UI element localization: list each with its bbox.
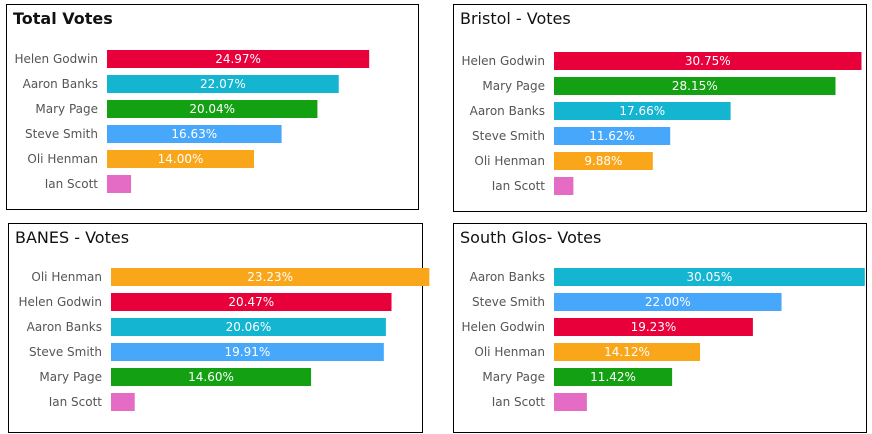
bar-ian-scott[interactable] [554,393,587,411]
chart-title: Bristol - Votes [460,9,571,28]
category-label-helen-godwin: Helen Godwin [461,54,545,68]
data-label-oli-henman: 14.00% [158,152,204,166]
chart-title: South Glos- Votes [460,228,602,247]
banes-votes-chart: Oli Henman 23.23% Helen Godwin 20.47% Aaron … [18,268,430,411]
bar-steve-smith[interactable] [111,343,384,361]
category-label-ian-scott: Ian Scott [45,177,99,191]
category-label-helen-godwin: Helen Godwin [14,52,98,66]
category-label-aaron-banks: Aaron Banks [23,77,98,91]
chart-title: BANES - Votes [15,228,130,247]
data-label-steve-smith: 22.00% [645,295,691,309]
bar-helen-godwin[interactable] [554,52,862,70]
category-label-mary-page: Mary Page [482,79,545,93]
category-label-steve-smith: Steve Smith [472,295,545,309]
bar-steve-smith[interactable] [554,293,782,311]
category-label-steve-smith: Steve Smith [472,129,545,143]
data-label-helen-godwin: 19.23% [631,320,677,334]
category-label-mary-page: Mary Page [39,370,102,384]
bar-aaron-banks[interactable] [554,102,731,120]
data-label-steve-smith: 11.62% [589,129,635,143]
category-label-oli-henman: Oli Henman [474,345,545,359]
category-label-helen-godwin: Helen Godwin [461,320,545,334]
bar-oli-henman[interactable] [107,150,254,168]
south-glos-votes-panel: South Glos- Votes Aaron Banks 30.05% Steve… [453,223,867,433]
category-label-ian-scott: Ian Scott [492,179,546,193]
bar-steve-smith[interactable] [554,127,671,145]
bar-aaron-banks[interactable] [111,318,386,336]
total-votes-chart: Helen Godwin 24.97% Aaron Banks 22.07% Mary … [14,50,370,193]
data-label-aaron-banks: 17.66% [619,104,665,118]
bristol-votes-panel: Bristol - Votes Helen Godwin 30.75% Mary P… [453,4,867,212]
data-label-oli-henman: 14.12% [604,345,650,359]
category-label-oli-henman: Oli Henman [474,154,545,168]
bar-ian-scott[interactable] [111,393,135,411]
bar-helen-godwin[interactable] [554,318,753,336]
banes-votes-panel: BANES - Votes Oli Henman 23.23% Helen Godw… [8,223,430,433]
bar-mary-page[interactable] [554,368,673,386]
data-label-steve-smith: 19.91% [225,345,271,359]
bar-ian-scott[interactable] [554,177,574,195]
category-label-steve-smith: Steve Smith [25,127,98,141]
category-label-ian-scott: Ian Scott [49,395,103,409]
bar-helen-godwin[interactable] [111,293,392,311]
total-votes-panel: Total Votes Helen Godwin 24.97% Aaron Bank… [6,4,419,210]
data-label-mary-page: 20.04% [189,102,235,116]
data-label-helen-godwin: 20.47% [228,295,274,309]
bar-helen-godwin[interactable] [107,50,370,68]
category-label-steve-smith: Steve Smith [29,345,102,359]
category-label-oli-henman: Oli Henman [27,152,98,166]
data-label-steve-smith: 16.63% [171,127,217,141]
chart-title: Total Votes [13,9,113,28]
category-label-helen-godwin: Helen Godwin [18,295,102,309]
data-label-mary-page: 28.15% [672,79,718,93]
data-label-aaron-banks: 30.05% [687,270,733,284]
category-label-aaron-banks: Aaron Banks [27,320,102,334]
data-label-oli-henman: 9.88% [584,154,622,168]
bar-mary-page[interactable] [111,368,312,386]
data-label-mary-page: 14.60% [188,370,234,384]
data-label-aaron-banks: 22.07% [200,77,246,91]
bar-oli-henman[interactable] [111,268,430,286]
category-label-ian-scott: Ian Scott [492,395,546,409]
bar-aaron-banks[interactable] [107,75,339,93]
bar-steve-smith[interactable] [107,125,282,143]
data-label-mary-page: 11.42% [590,370,636,384]
data-label-oli-henman: 23.23% [247,270,293,284]
bar-ian-scott[interactable] [107,175,132,193]
bar-mary-page[interactable] [554,77,836,95]
data-label-aaron-banks: 20.06% [226,320,272,334]
bar-oli-henman[interactable] [554,343,701,361]
category-label-aaron-banks: Aaron Banks [470,270,545,284]
south-glos-votes-chart: Aaron Banks 30.05% Steve Smith 22.00% Helen … [461,268,865,411]
bristol-votes-chart: Helen Godwin 30.75% Mary Page 28.15% Aaron B… [461,52,862,195]
data-label-helen-godwin: 30.75% [685,54,731,68]
category-label-oli-henman: Oli Henman [31,270,102,284]
bar-mary-page[interactable] [107,100,318,118]
bar-oli-henman[interactable] [554,152,653,170]
category-label-mary-page: Mary Page [35,102,98,116]
data-label-helen-godwin: 24.97% [215,52,261,66]
bar-aaron-banks[interactable] [554,268,865,286]
category-label-aaron-banks: Aaron Banks [470,104,545,118]
category-label-mary-page: Mary Page [482,370,545,384]
